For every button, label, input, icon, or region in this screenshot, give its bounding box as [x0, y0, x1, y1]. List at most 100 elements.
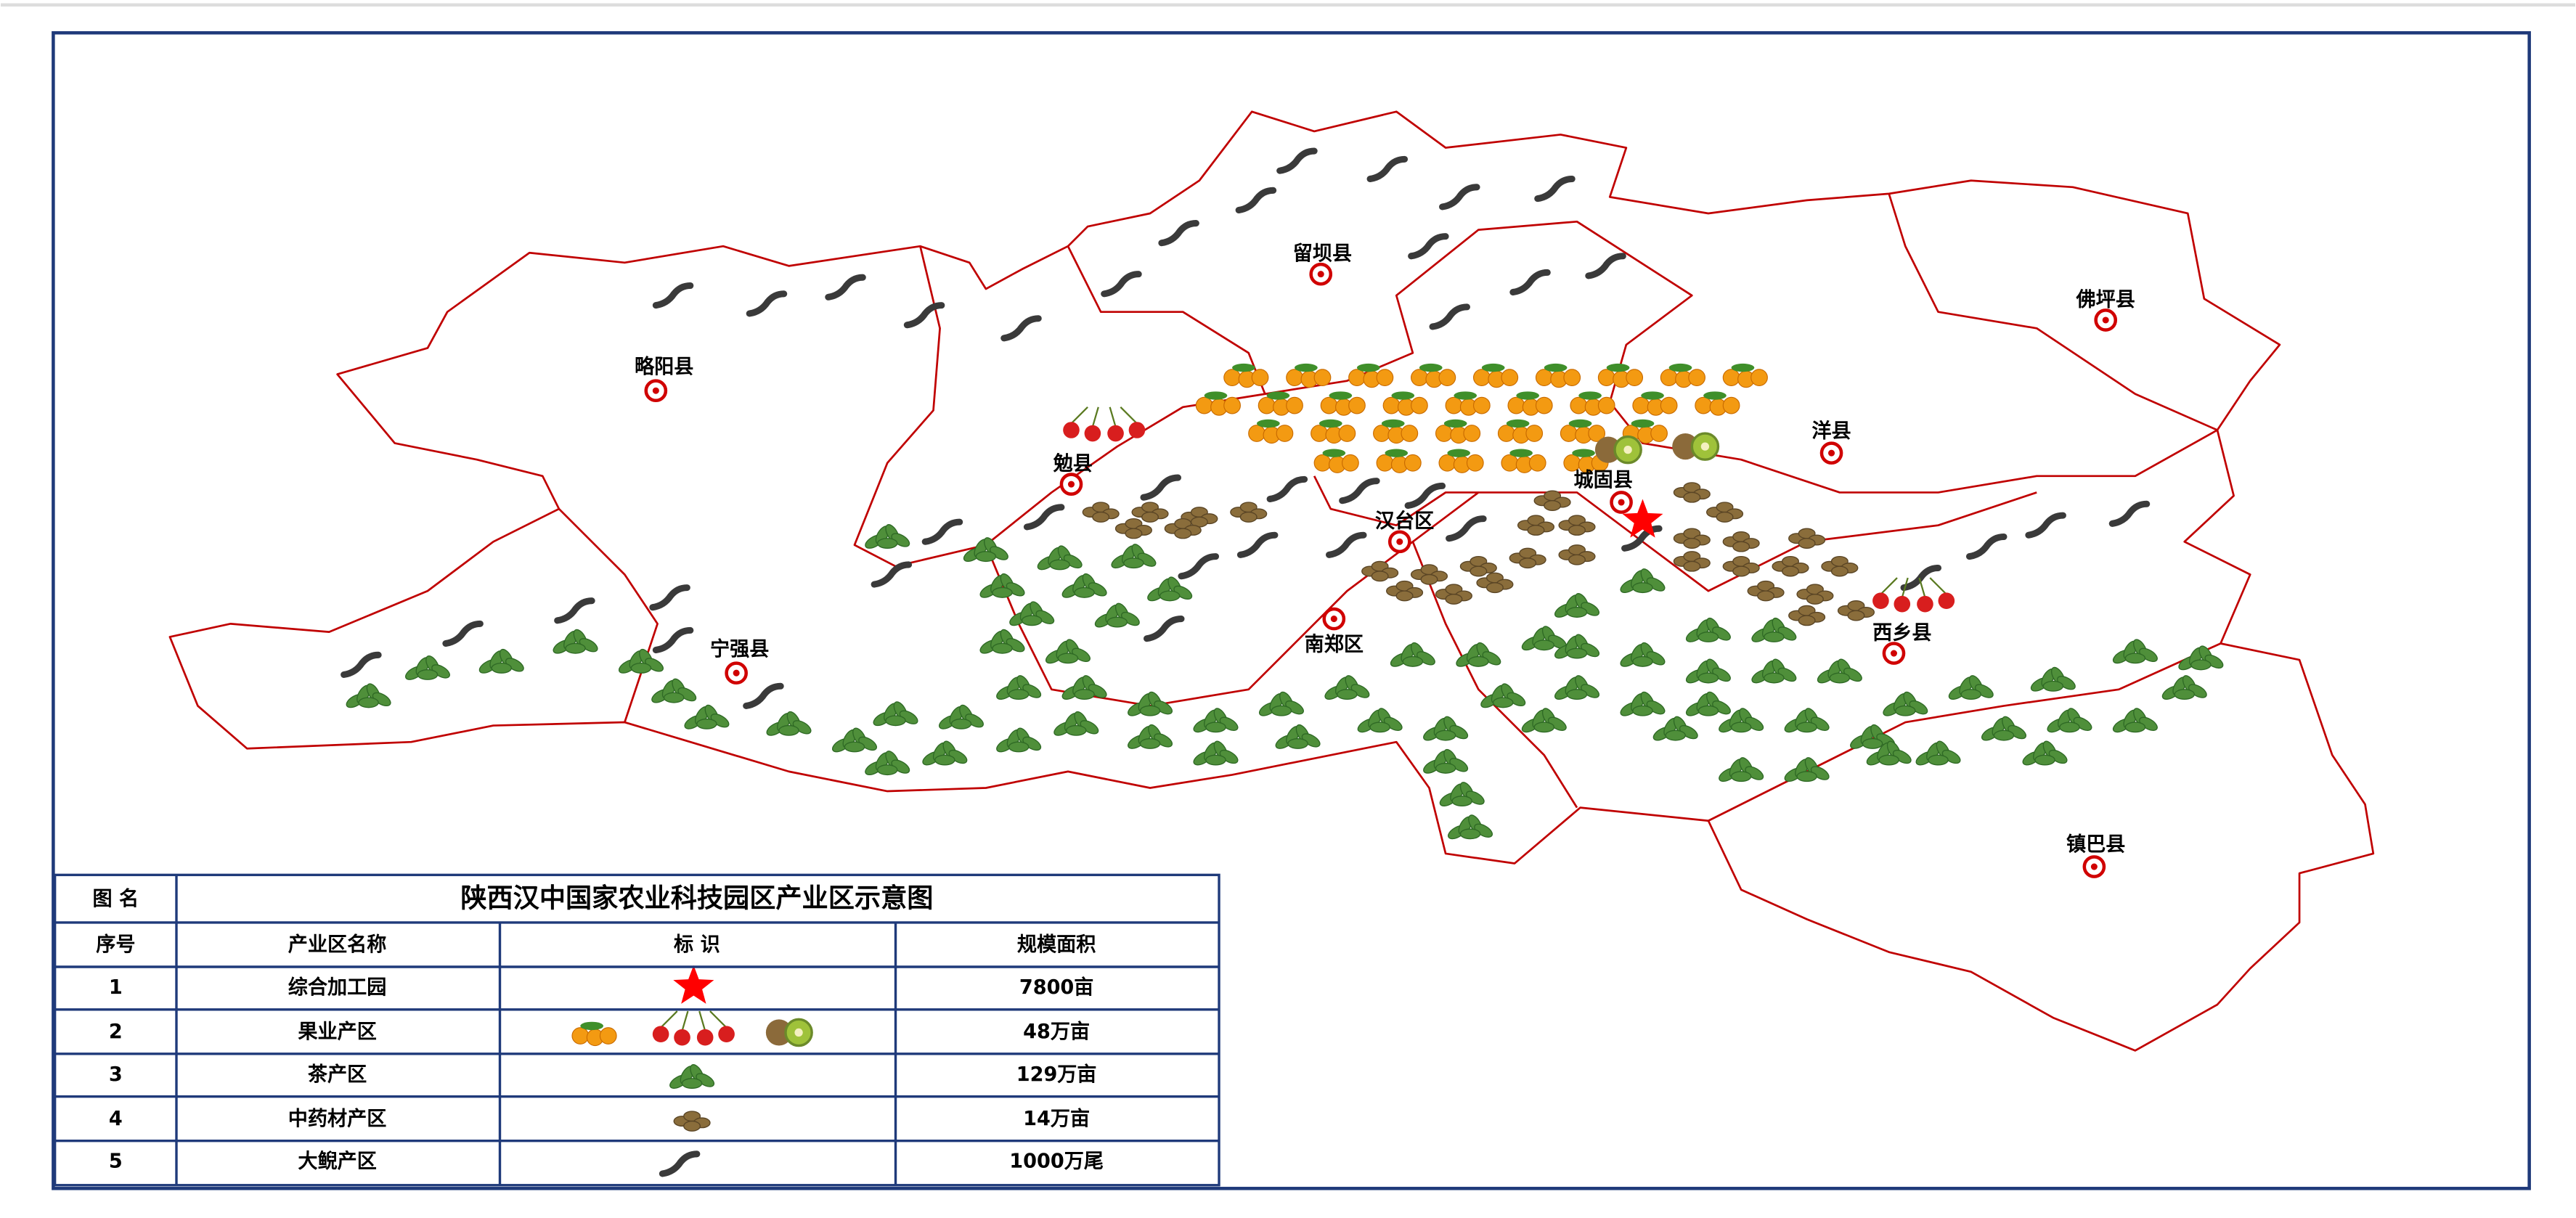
county-label: 宁强县	[710, 637, 769, 661]
fish-icon	[1266, 475, 1308, 503]
orange-icon	[1376, 449, 1422, 473]
tea-leaf	[2034, 754, 2055, 766]
county-label: 镇巴县	[2066, 833, 2125, 856]
cherry-fruit	[1107, 425, 1124, 442]
orange-fruit	[1472, 369, 1491, 387]
orange-leaf	[1481, 363, 1505, 372]
orange-fruit	[1560, 425, 1578, 442]
orange-fruit	[1411, 396, 1428, 414]
frame	[52, 30, 2531, 1190]
fish-icon	[341, 651, 382, 678]
tea-leaf	[1451, 796, 1472, 807]
herb-piece	[1847, 610, 1865, 621]
fish-icon	[1621, 525, 1663, 552]
kiwi-core	[1623, 445, 1632, 454]
orange-icon	[1597, 363, 1644, 388]
fish-shape	[1158, 220, 1199, 247]
tea-leaf	[1862, 737, 1883, 749]
tea-leaf	[1697, 631, 1719, 642]
fish-icon	[825, 274, 866, 301]
orange-fruit	[1223, 369, 1241, 387]
tea-leaf	[891, 533, 910, 547]
herb-icon	[1410, 564, 1448, 585]
orange-fruit	[1348, 396, 1366, 414]
tea-leaf	[1507, 692, 1526, 707]
herb-piece	[1395, 590, 1414, 602]
tea-leaf	[1892, 749, 1912, 764]
county-label: 勉县	[1053, 452, 1093, 475]
tea-leaf	[1417, 651, 1435, 666]
orange-fruit	[1313, 454, 1332, 472]
fish-icon	[442, 620, 484, 647]
tea-leaf	[1022, 684, 1042, 698]
tea-leaf	[1712, 626, 1731, 641]
orange-leaf	[1641, 391, 1664, 400]
tea-icon	[1784, 708, 1830, 733]
fish-shape	[1339, 478, 1380, 504]
orange-fruit	[1597, 369, 1615, 387]
fish-icon	[921, 518, 963, 545]
tea-leaf	[1646, 700, 1666, 715]
kiwi-icon	[765, 1018, 813, 1047]
orange-fruit	[1438, 454, 1456, 472]
orange-leaf	[1391, 391, 1415, 400]
orange-icon	[1311, 419, 1356, 444]
tea-leaf	[1493, 697, 1514, 708]
tea-icon	[1981, 716, 2026, 741]
tea-leaf	[2174, 689, 2196, 700]
herb-piece	[1174, 528, 1192, 539]
tea-icon	[1866, 740, 1912, 766]
fish-icon	[1509, 269, 1551, 296]
tea-leaf	[1402, 655, 1424, 667]
row-number: 5	[109, 1150, 123, 1173]
row-name: 大鲵产区	[298, 1150, 376, 1173]
tea-leaf	[1468, 655, 1489, 667]
row-number: 4	[109, 1108, 123, 1130]
herb-piece	[1092, 511, 1110, 523]
county-seat-dot	[1317, 271, 1324, 278]
orange-leaf	[1572, 449, 1595, 457]
tea-icon	[1275, 724, 1321, 749]
orange-icon	[1382, 391, 1428, 416]
tea-icon	[1685, 691, 1731, 716]
tea-leaf	[1941, 749, 1961, 764]
orange-leaf	[1668, 363, 1692, 372]
tea-leaf	[1878, 754, 1899, 766]
cherry-icon	[1872, 577, 1955, 613]
row-area: 129万亩	[1016, 1063, 1097, 1086]
orange-fruit	[1411, 369, 1428, 387]
tea-leaf	[1909, 700, 1928, 715]
orange-fruit	[1376, 369, 1394, 387]
table-title: 陕西汉中国家农业科技园区产业区示意图	[460, 882, 933, 913]
fish-icon	[1235, 187, 1277, 213]
fish-shape	[1408, 233, 1449, 260]
orange-fruit	[1286, 396, 1303, 414]
tea-leaf	[1581, 602, 1600, 616]
tea-icon	[1784, 757, 1830, 782]
row-name: 果业产区	[298, 1021, 376, 1043]
cherry-fruit	[1938, 592, 1955, 609]
herb-icon	[1435, 584, 1472, 605]
orange-fruit	[599, 1027, 617, 1045]
tea-leaf	[1566, 607, 1588, 618]
kiwi-skin	[1594, 436, 1622, 463]
tea-leaf	[2008, 724, 2026, 740]
herb-icon	[1558, 515, 1596, 536]
county-label: 洋县	[1811, 419, 1851, 442]
orange-icon	[1248, 419, 1294, 444]
tea-leaf	[1066, 724, 1087, 736]
county-border	[1313, 475, 1479, 527]
tea-icon	[478, 648, 524, 674]
tea-icon	[2178, 645, 2224, 671]
orange-icon	[1722, 363, 1768, 388]
tea-leaf	[1022, 736, 1042, 751]
orange-leaf	[1447, 449, 1471, 457]
row-area: 1000万尾	[1009, 1150, 1104, 1173]
fish-shape	[1140, 474, 1182, 501]
orange-icon	[1570, 391, 1615, 416]
fish-shape	[1621, 525, 1663, 552]
herb-piece	[1683, 560, 1701, 572]
orange-fruit	[1626, 369, 1644, 387]
orange-fruit	[1535, 369, 1553, 387]
tea-icon	[1751, 658, 1797, 684]
